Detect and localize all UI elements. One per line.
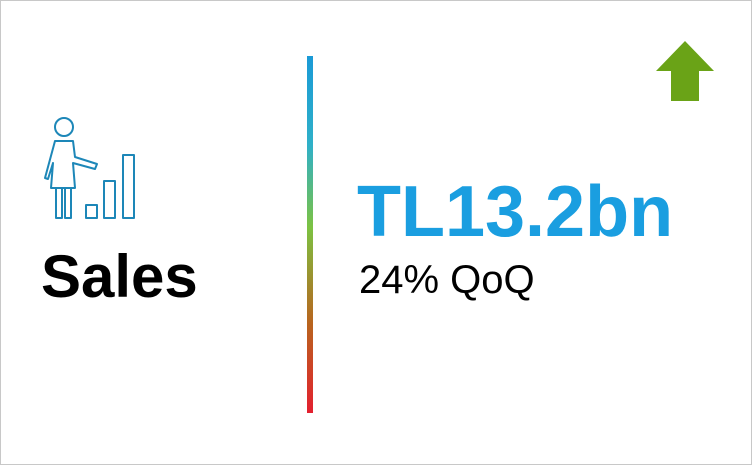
quarter-over-quarter-change: 24% QoQ [359,258,535,302]
person-presenting-bar-chart-icon [44,117,135,219]
card-title: Sales [41,243,198,310]
up-arrow-icon [656,41,714,101]
sales-value: TL13.2bn [357,172,674,252]
gradient-divider [307,56,313,413]
